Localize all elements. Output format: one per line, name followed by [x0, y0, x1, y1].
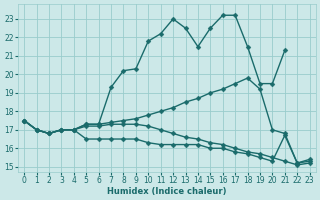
X-axis label: Humidex (Indice chaleur): Humidex (Indice chaleur): [107, 187, 227, 196]
